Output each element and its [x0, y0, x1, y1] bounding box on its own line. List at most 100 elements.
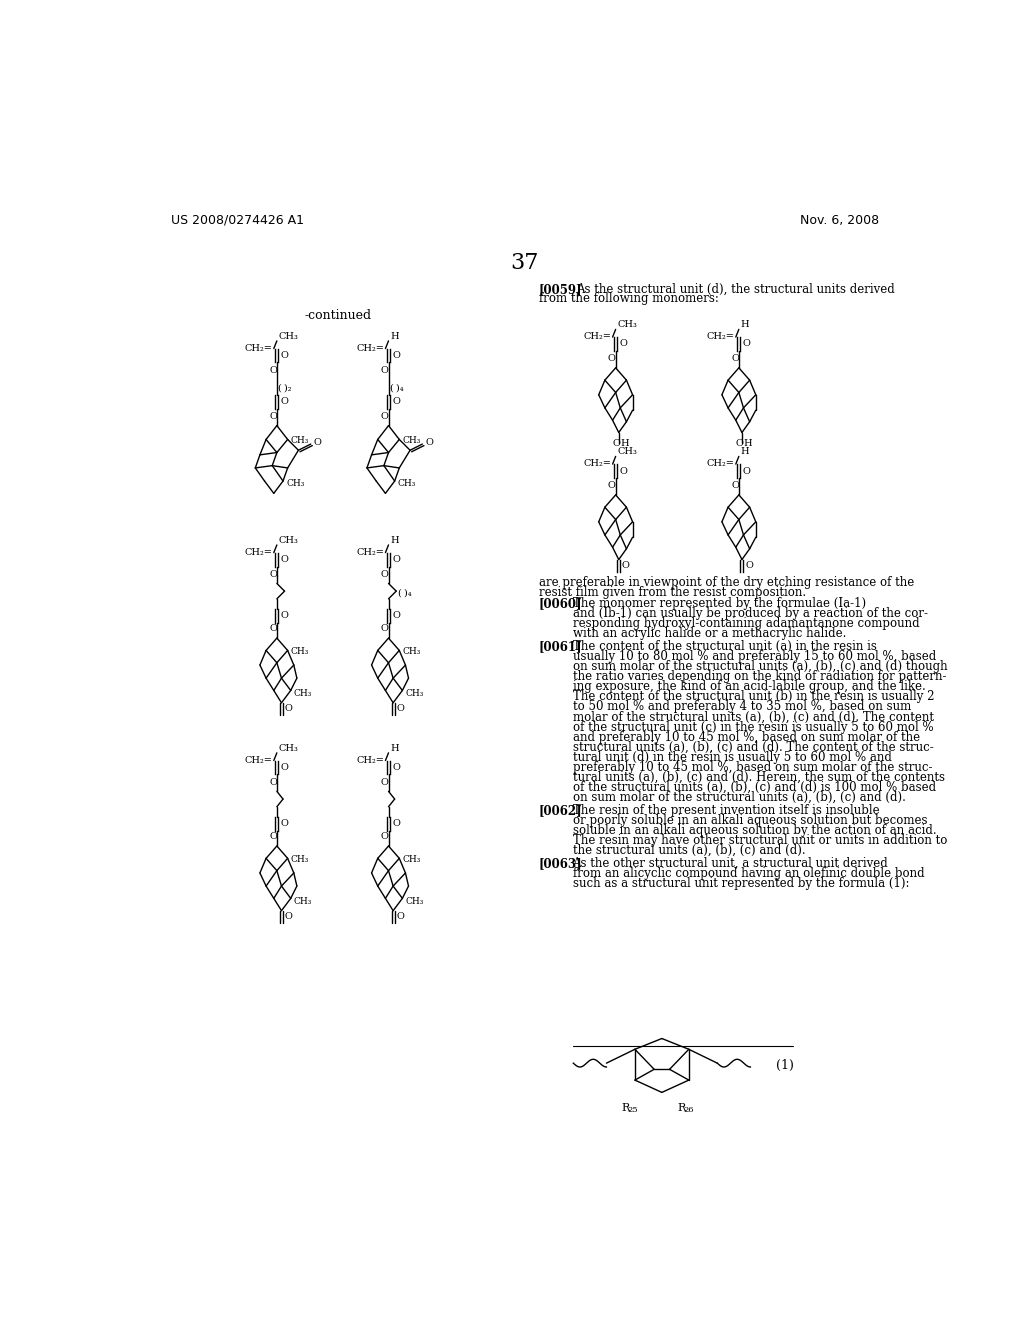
Text: ing exposure, the kind of an acid-labile group, and the like.: ing exposure, the kind of an acid-labile… [572, 681, 926, 693]
Text: H: H [743, 438, 752, 447]
Text: CH₂=: CH₂= [356, 756, 384, 764]
Text: O: O [281, 820, 289, 828]
Text: O: O [742, 466, 751, 475]
Text: ( )₄: ( )₄ [397, 589, 412, 598]
Text: CH₃: CH₃ [406, 896, 424, 906]
Text: CH₃: CH₃ [286, 479, 304, 488]
Text: CH₃: CH₃ [402, 437, 421, 445]
Text: O: O [313, 438, 322, 447]
Text: O: O [742, 339, 751, 348]
Text: [0059]: [0059] [539, 284, 583, 296]
Text: 37: 37 [511, 252, 539, 275]
Text: H: H [390, 331, 398, 341]
Text: CH₂=: CH₂= [245, 548, 272, 557]
Text: O: O [396, 912, 404, 921]
Text: O: O [281, 763, 289, 772]
Text: CH₃: CH₃ [279, 743, 298, 752]
Text: O: O [731, 482, 739, 490]
Text: H: H [390, 536, 398, 545]
Text: CH₃: CH₃ [294, 896, 312, 906]
Text: CH₃: CH₃ [291, 855, 309, 865]
Text: 25: 25 [628, 1106, 639, 1114]
Text: The content of the structural unit (a) in the resin is: The content of the structural unit (a) i… [572, 640, 877, 653]
Text: O: O [269, 412, 278, 421]
Text: and preferably 10 to 45 mol %, based on sum molar of the: and preferably 10 to 45 mol %, based on … [572, 730, 920, 743]
Text: H: H [740, 321, 749, 329]
Text: The monomer represented by the formulae (Ia-1): The monomer represented by the formulae … [572, 598, 865, 610]
Text: O: O [381, 833, 389, 841]
Text: to 50 mol % and preferably 4 to 35 mol %, based on sum: to 50 mol % and preferably 4 to 35 mol %… [572, 701, 910, 714]
Text: the ratio varies depending on the kind of radiation for pattern-: the ratio varies depending on the kind o… [572, 671, 946, 684]
Text: H: H [740, 447, 749, 457]
Text: or poorly soluble in an alkali aqueous solution but becomes: or poorly soluble in an alkali aqueous s… [572, 813, 927, 826]
Text: O: O [381, 366, 389, 375]
Text: O: O [281, 397, 289, 407]
Text: CH₂=: CH₂= [356, 548, 384, 557]
Text: O: O [425, 438, 433, 447]
Text: resist film given from the resist composition.: resist film given from the resist compos… [539, 586, 806, 599]
Text: CH₃: CH₃ [294, 689, 312, 698]
Text: O: O [381, 624, 389, 634]
Text: US 2008/0274426 A1: US 2008/0274426 A1 [171, 214, 303, 227]
Text: O: O [622, 561, 630, 570]
Text: molar of the structural units (a), (b), (c) and (d). The content: molar of the structural units (a), (b), … [572, 710, 934, 723]
Text: from an alicyclic compound having an olefinic double bond: from an alicyclic compound having an ole… [572, 867, 925, 880]
Text: O: O [269, 624, 278, 634]
Text: CH₂=: CH₂= [707, 333, 734, 342]
Text: ( )₂: ( )₂ [279, 384, 292, 393]
Text: O: O [392, 763, 400, 772]
Text: The resin of the present invention itself is insoluble: The resin of the present invention itsel… [572, 804, 880, 817]
Text: CH₂=: CH₂= [356, 345, 384, 352]
Text: CH₃: CH₃ [406, 689, 424, 698]
Text: O: O [608, 354, 615, 363]
Text: [0060]: [0060] [539, 598, 583, 610]
Text: O: O [392, 611, 400, 620]
Text: R: R [622, 1104, 630, 1113]
Text: CH₃: CH₃ [402, 647, 421, 656]
Text: R: R [677, 1104, 685, 1113]
Text: CH₃: CH₃ [291, 437, 309, 445]
Text: ( )₄: ( )₄ [390, 384, 403, 393]
Text: CH₃: CH₃ [402, 855, 421, 865]
Text: [0062]: [0062] [539, 804, 583, 817]
Text: O: O [620, 339, 628, 348]
Text: O: O [731, 354, 739, 363]
Text: O: O [269, 366, 278, 375]
Text: of the structural unit (c) in the resin is usually 5 to 60 mol %: of the structural unit (c) in the resin … [572, 721, 933, 734]
Text: O: O [381, 570, 389, 578]
Text: O: O [285, 705, 293, 713]
Text: O: O [381, 412, 389, 421]
Text: O: O [269, 777, 278, 787]
Text: the structural units (a), (b), (c) and (d).: the structural units (a), (b), (c) and (… [572, 843, 805, 857]
Text: Nov. 6, 2008: Nov. 6, 2008 [800, 214, 879, 227]
Text: O: O [620, 466, 628, 475]
Text: O: O [392, 351, 400, 360]
Text: O: O [608, 482, 615, 490]
Text: tural unit (d) in the resin is usually 5 to 60 mol % and: tural unit (d) in the resin is usually 5… [572, 751, 892, 763]
Text: O: O [269, 833, 278, 841]
Text: The resin may have other structural unit or units in addition to: The resin may have other structural unit… [572, 834, 947, 846]
Text: As the structural unit (d), the structural units derived: As the structural unit (d), the structur… [575, 284, 894, 296]
Text: O: O [269, 570, 278, 578]
Text: soluble in an alkali aqueous solution by the action of an acid.: soluble in an alkali aqueous solution by… [572, 824, 936, 837]
Text: O: O [392, 820, 400, 828]
Text: O: O [281, 351, 289, 360]
Text: CH₂=: CH₂= [584, 333, 611, 342]
Text: [0061]: [0061] [539, 640, 583, 653]
Text: O: O [285, 912, 293, 921]
Text: such as a structural unit represented by the formula (1):: such as a structural unit represented by… [572, 876, 909, 890]
Text: CH₂=: CH₂= [245, 756, 272, 764]
Text: O: O [396, 705, 404, 713]
Text: O: O [392, 556, 400, 564]
Text: 26: 26 [683, 1106, 694, 1114]
Text: O: O [612, 438, 621, 447]
Text: CH₃: CH₃ [617, 447, 637, 457]
Text: CH₃: CH₃ [617, 321, 637, 329]
Text: CH₃: CH₃ [291, 647, 309, 656]
Text: on sum molar of the structural units (a), (b), (c) and (d).: on sum molar of the structural units (a)… [572, 791, 905, 804]
Text: O: O [392, 397, 400, 407]
Text: O: O [745, 561, 753, 570]
Text: CH₂=: CH₂= [245, 345, 272, 352]
Text: O: O [381, 777, 389, 787]
Text: tural units (a), (b), (c) and (d). Herein, the sum of the contents: tural units (a), (b), (c) and (d). Herei… [572, 771, 944, 784]
